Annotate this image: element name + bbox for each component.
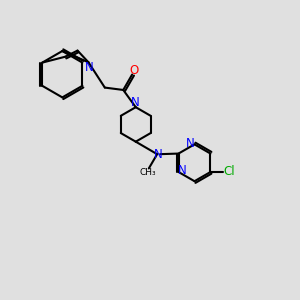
Text: N: N xyxy=(85,61,94,74)
Text: CH₃: CH₃ xyxy=(139,168,156,177)
Text: N: N xyxy=(178,164,187,177)
Text: N: N xyxy=(186,137,195,150)
Text: N: N xyxy=(154,148,163,161)
Text: N: N xyxy=(131,96,140,109)
Text: O: O xyxy=(130,64,139,77)
Text: Cl: Cl xyxy=(224,166,235,178)
